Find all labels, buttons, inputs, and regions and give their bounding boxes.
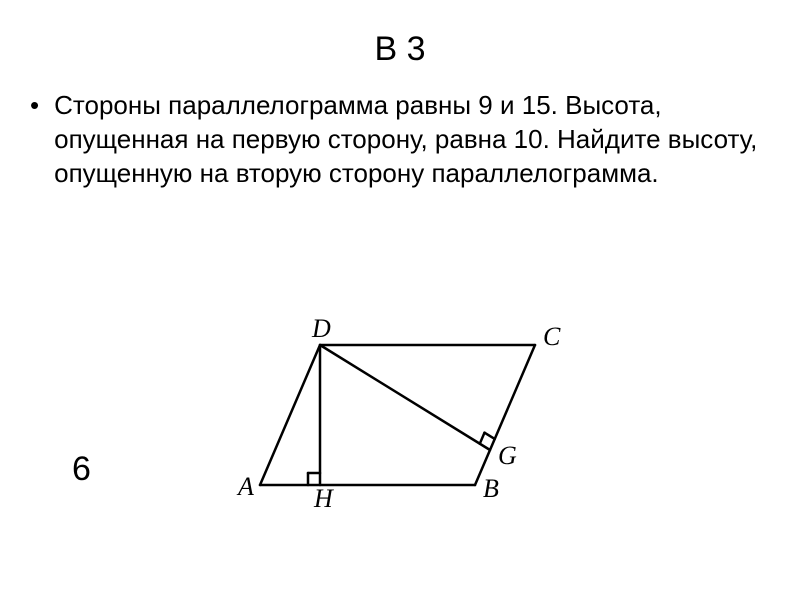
- svg-text:C: C: [543, 322, 561, 351]
- svg-text:A: A: [236, 472, 254, 501]
- parallelogram-diagram: A B C D H G: [230, 310, 570, 520]
- svg-text:B: B: [483, 474, 499, 503]
- svg-text:G: G: [498, 441, 517, 470]
- svg-text:D: D: [311, 314, 331, 343]
- problem-text: Стороны параллелограмма равны 9 и 15. Вы…: [54, 89, 770, 190]
- slide-title: В 3: [0, 0, 800, 89]
- problem-section: • Стороны параллелограмма равны 9 и 15. …: [0, 89, 800, 190]
- svg-text:H: H: [313, 484, 334, 513]
- bullet-marker: •: [30, 89, 39, 123]
- bullet-item: • Стороны параллелограмма равны 9 и 15. …: [30, 89, 770, 190]
- diagram-svg: A B C D H G: [230, 310, 570, 520]
- answer-value: 6: [72, 450, 91, 489]
